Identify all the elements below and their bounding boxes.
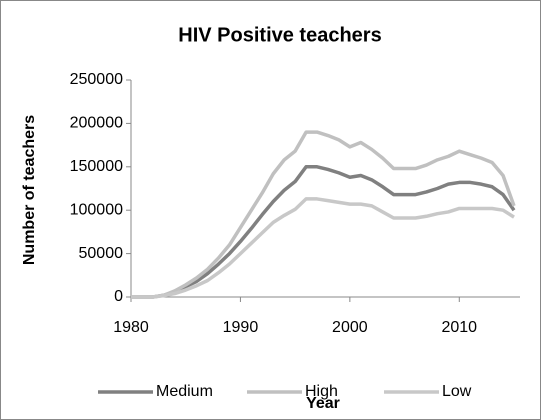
x-tick-label: 1980 (113, 319, 149, 336)
y-tick-label: 150000 (70, 158, 123, 175)
y-tick-label: 200000 (70, 115, 123, 132)
line-series (131, 165, 516, 299)
y-tick-label: 100000 (70, 201, 123, 218)
x-tick-label: 2000 (332, 319, 368, 336)
legend-label: High (305, 383, 338, 400)
legend-label: Medium (156, 383, 213, 400)
line-series (131, 197, 515, 299)
chart-title: HIV Positive teachers (178, 24, 381, 46)
y-axis-label: Number of teachers (21, 115, 38, 265)
x-tick-label: 2010 (441, 319, 477, 336)
x-tick-label: 1990 (223, 319, 259, 336)
x-axis-label: Year (306, 395, 340, 412)
y-tick-label: 0 (114, 288, 123, 305)
legend-label: Low (442, 383, 472, 400)
y-tick-label: 250000 (70, 71, 123, 88)
line-series (131, 130, 516, 299)
y-tick-label: 50000 (79, 245, 124, 262)
